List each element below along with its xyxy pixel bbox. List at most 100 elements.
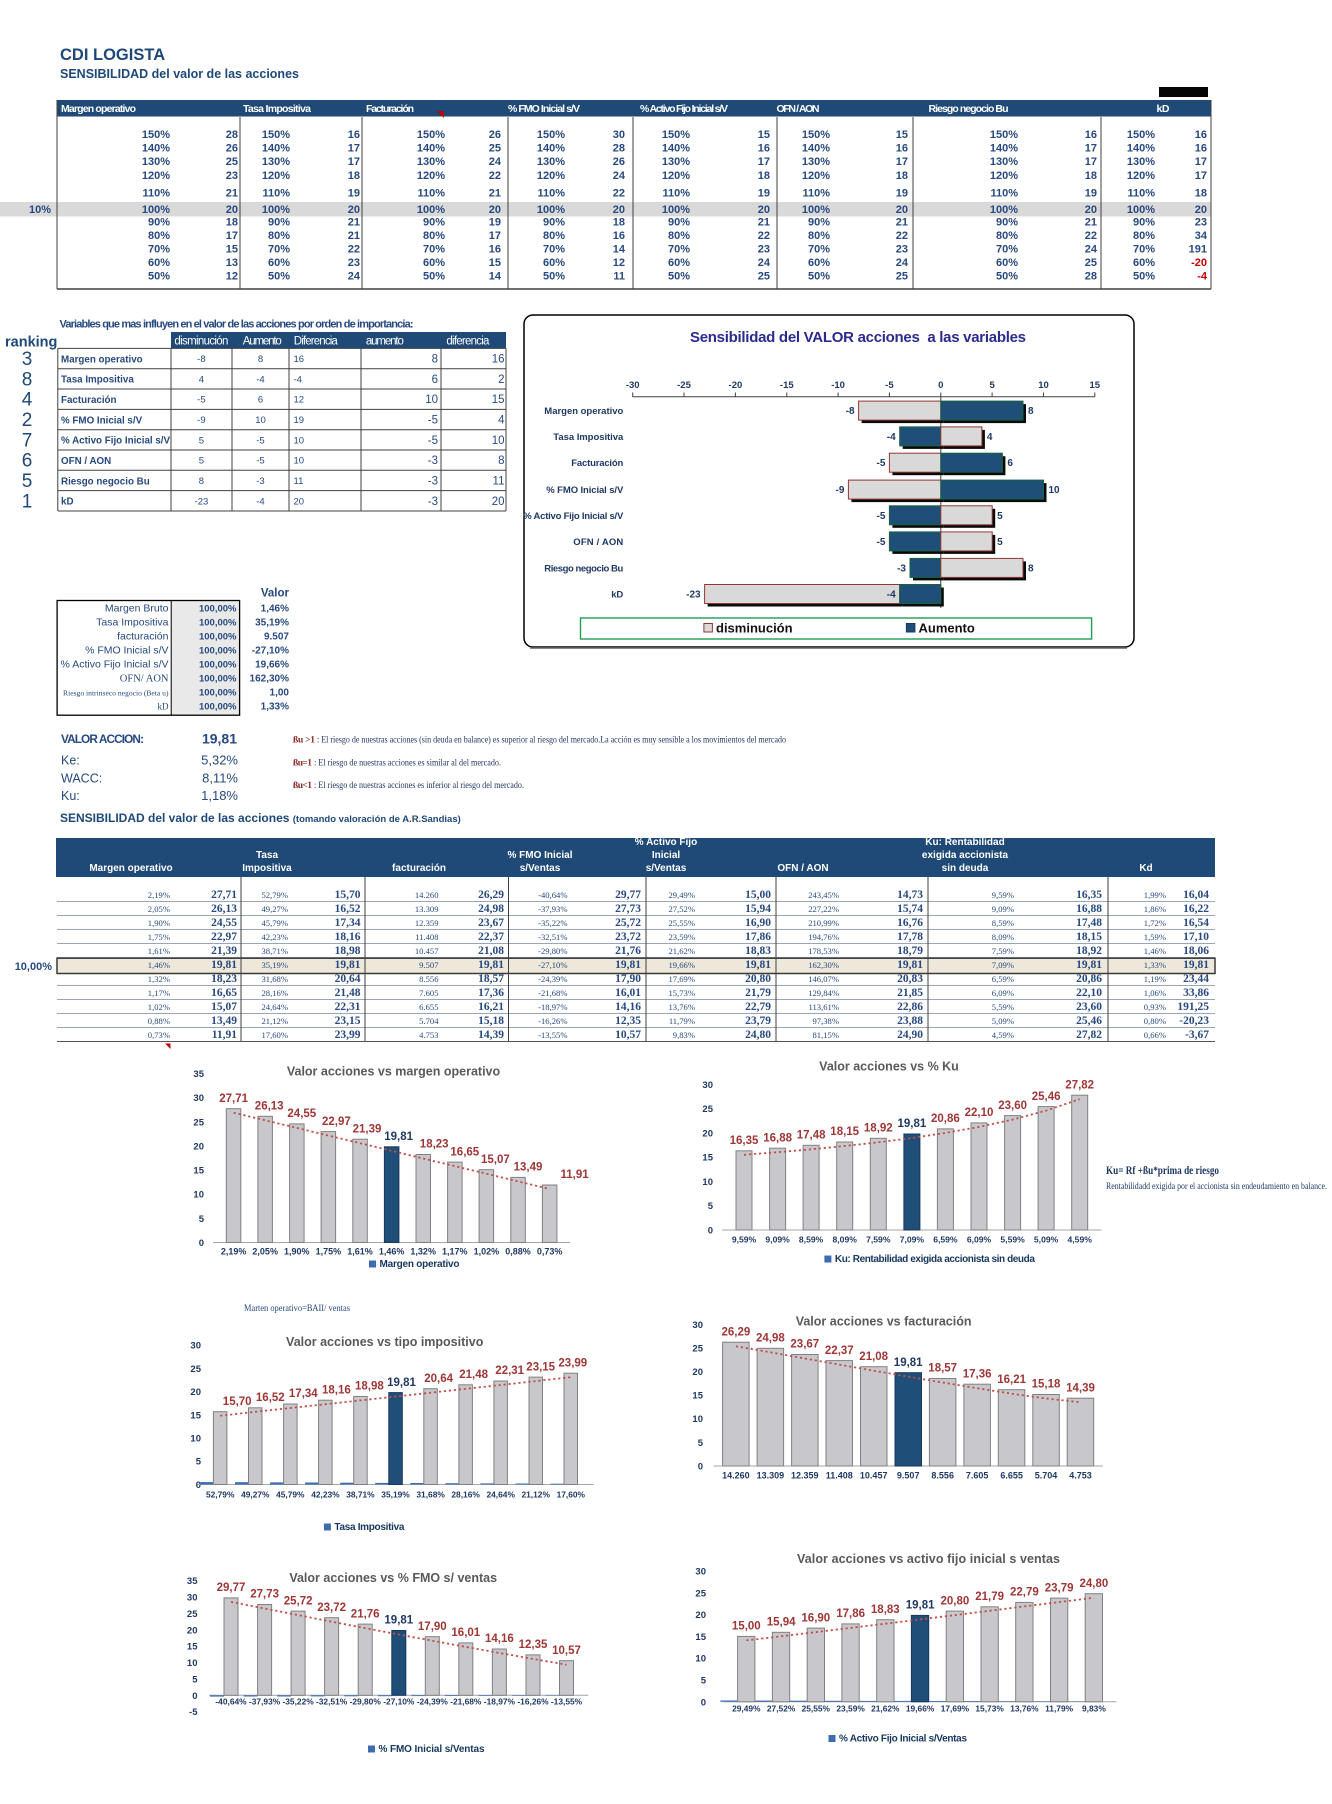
svg-text:0: 0 bbox=[192, 1691, 197, 1702]
svg-text:24: 24 bbox=[896, 257, 909, 269]
svg-text:0: 0 bbox=[701, 1697, 706, 1708]
svg-text:12: 12 bbox=[226, 270, 238, 282]
svg-text:150%: 150% bbox=[1127, 129, 1155, 141]
svg-text:0: 0 bbox=[698, 1461, 703, 1472]
svg-text:5: 5 bbox=[997, 511, 1003, 522]
svg-text:-4: -4 bbox=[294, 374, 302, 385]
svg-text:113,61%: 113,61% bbox=[809, 1002, 839, 1012]
svg-text:18,98: 18,98 bbox=[335, 945, 361, 957]
svg-text:49,27%: 49,27% bbox=[241, 1490, 270, 1500]
svg-text:140%: 140% bbox=[262, 143, 290, 155]
svg-text:20: 20 bbox=[702, 1128, 713, 1139]
svg-text:28: 28 bbox=[613, 143, 625, 155]
svg-text:1,18%: 1,18% bbox=[201, 788, 238, 803]
svg-text:16,88: 16,88 bbox=[763, 1132, 792, 1144]
svg-text:150%: 150% bbox=[802, 129, 830, 141]
svg-text:-40,64%: -40,64% bbox=[538, 890, 567, 900]
svg-text:19,66%: 19,66% bbox=[255, 660, 289, 671]
svg-text:35,19%: 35,19% bbox=[255, 618, 289, 629]
svg-text:20: 20 bbox=[695, 1610, 706, 1621]
svg-text:23,72: 23,72 bbox=[317, 1602, 346, 1614]
svg-text:Margen Bruto: Margen Bruto bbox=[105, 603, 169, 615]
svg-text:80%: 80% bbox=[148, 230, 170, 242]
svg-text:140%: 140% bbox=[990, 143, 1018, 155]
svg-text:23: 23 bbox=[226, 170, 238, 182]
svg-text:21,08: 21,08 bbox=[859, 1351, 888, 1363]
svg-text:70%: 70% bbox=[668, 244, 690, 256]
svg-text:20: 20 bbox=[1195, 204, 1207, 216]
svg-text:30: 30 bbox=[702, 1080, 713, 1091]
svg-text:% Activo Fijo Inicial s/Ventas: % Activo Fijo Inicial s/Ventas bbox=[839, 1734, 967, 1745]
svg-text:0,93%: 0,93% bbox=[1144, 1002, 1166, 1012]
svg-text:11,79%: 11,79% bbox=[1045, 1704, 1073, 1714]
svg-text:140%: 140% bbox=[662, 143, 690, 155]
svg-text:-32,51%: -32,51% bbox=[538, 932, 567, 942]
svg-text:-13,55%: -13,55% bbox=[551, 1697, 583, 1707]
svg-text:1,46%: 1,46% bbox=[148, 960, 170, 970]
svg-text:8.556: 8.556 bbox=[931, 1471, 954, 1481]
svg-text:81,15%: 81,15% bbox=[813, 1030, 840, 1040]
svg-text:8,59%: 8,59% bbox=[799, 1235, 824, 1245]
svg-text:10.457: 10.457 bbox=[415, 946, 439, 956]
svg-text:-3: -3 bbox=[256, 476, 264, 487]
svg-text:19,81: 19,81 bbox=[384, 1615, 413, 1627]
svg-text:45,79%: 45,79% bbox=[276, 1490, 305, 1500]
svg-text:22: 22 bbox=[758, 230, 770, 242]
svg-text:23,79: 23,79 bbox=[1045, 1582, 1074, 1594]
svg-text:14,73: 14,73 bbox=[897, 889, 923, 901]
svg-text:60%: 60% bbox=[668, 257, 690, 269]
svg-text:90%: 90% bbox=[1133, 216, 1155, 228]
svg-text:130%: 130% bbox=[142, 156, 170, 168]
svg-text:-5: -5 bbox=[428, 435, 438, 447]
svg-text:17: 17 bbox=[1195, 170, 1207, 182]
svg-text:ßu=1: ßu=1 bbox=[293, 759, 312, 769]
svg-text:30: 30 bbox=[193, 1093, 204, 1104]
svg-text:60%: 60% bbox=[808, 257, 830, 269]
svg-text:1,33%: 1,33% bbox=[261, 702, 289, 713]
svg-text:16: 16 bbox=[613, 230, 625, 242]
svg-text:OFN / AON: OFN / AON bbox=[777, 103, 820, 115]
svg-text:17,90: 17,90 bbox=[418, 1621, 447, 1633]
svg-text:16: 16 bbox=[294, 354, 305, 365]
svg-text:15: 15 bbox=[492, 394, 505, 406]
svg-text:110%: 110% bbox=[537, 188, 565, 200]
svg-text:19,66%: 19,66% bbox=[906, 1704, 935, 1714]
svg-text:20: 20 bbox=[1085, 204, 1097, 216]
svg-text:2,05%: 2,05% bbox=[148, 904, 170, 914]
svg-text:23,15: 23,15 bbox=[526, 1361, 555, 1373]
svg-text:17,60%: 17,60% bbox=[262, 1030, 289, 1040]
svg-text:9,59%: 9,59% bbox=[732, 1235, 757, 1245]
svg-text:15,07: 15,07 bbox=[211, 1001, 237, 1013]
svg-text:140%: 140% bbox=[142, 143, 170, 155]
svg-text:10: 10 bbox=[695, 1654, 706, 1665]
svg-text:140%: 140% bbox=[417, 143, 445, 155]
svg-text:1,32%: 1,32% bbox=[410, 1247, 436, 1257]
svg-text:13: 13 bbox=[226, 257, 238, 269]
svg-text:100%: 100% bbox=[990, 204, 1018, 216]
svg-text:16,22: 16,22 bbox=[1183, 903, 1209, 915]
svg-text:-8: -8 bbox=[197, 354, 205, 365]
svg-text:20: 20 bbox=[692, 1367, 703, 1378]
svg-text:s/Ventas: s/Ventas bbox=[646, 863, 687, 874]
svg-text:130%: 130% bbox=[662, 156, 690, 168]
svg-text:29,77: 29,77 bbox=[217, 1582, 246, 1594]
svg-text:1,46%: 1,46% bbox=[379, 1247, 405, 1257]
svg-text:4,59%: 4,59% bbox=[1068, 1235, 1093, 1245]
svg-text:162,30%: 162,30% bbox=[250, 674, 290, 685]
svg-text:WACC:: WACC: bbox=[61, 772, 102, 786]
svg-text:20: 20 bbox=[492, 496, 505, 508]
svg-text:23,59%: 23,59% bbox=[836, 1704, 865, 1714]
svg-text:80%: 80% bbox=[423, 230, 445, 242]
svg-text:kD: kD bbox=[158, 702, 170, 712]
svg-text:5,09%: 5,09% bbox=[1034, 1235, 1059, 1245]
svg-text:100,00%: 100,00% bbox=[199, 604, 237, 615]
svg-text:26,13: 26,13 bbox=[255, 1101, 284, 1113]
svg-text:23: 23 bbox=[348, 257, 360, 269]
svg-text:8: 8 bbox=[498, 455, 504, 467]
svg-text:13,49: 13,49 bbox=[211, 1015, 237, 1027]
svg-text:0: 0 bbox=[938, 380, 943, 391]
svg-text:8: 8 bbox=[432, 354, 438, 366]
svg-text:22,10: 22,10 bbox=[965, 1107, 994, 1119]
svg-text:6: 6 bbox=[22, 451, 33, 472]
svg-text:15: 15 bbox=[193, 1166, 204, 1177]
